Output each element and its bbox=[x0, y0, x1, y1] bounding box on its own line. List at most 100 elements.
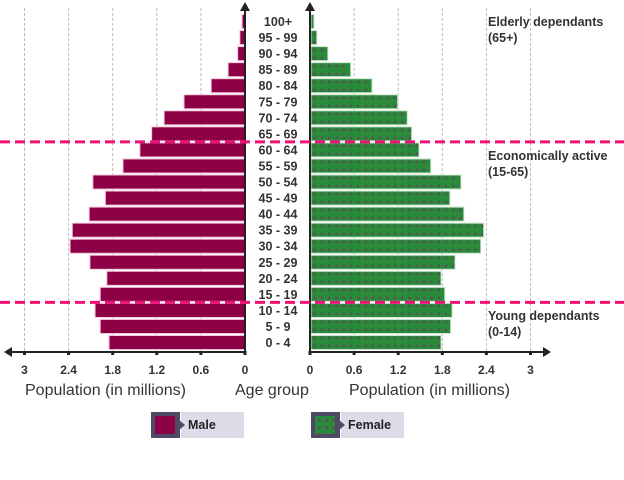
age-group-label: 90 - 94 bbox=[259, 47, 298, 61]
tick-mark-right bbox=[529, 351, 532, 355]
tick-mark-right bbox=[308, 351, 312, 355]
age-group-label: 70 - 74 bbox=[259, 111, 298, 125]
male-bar bbox=[108, 335, 246, 351]
tick-mark-left bbox=[111, 351, 115, 355]
female-bar bbox=[310, 206, 465, 222]
male-bars bbox=[69, 14, 246, 351]
legend-item-female: Female bbox=[311, 412, 404, 438]
right-vertical-axis-arrow bbox=[305, 2, 315, 11]
male-bar bbox=[69, 238, 246, 254]
female-bar bbox=[310, 142, 420, 158]
male-swatch-fill bbox=[155, 416, 175, 434]
tick-mark-left bbox=[67, 351, 71, 355]
legend-pointer-icon bbox=[339, 420, 345, 430]
annotation-text: (0-14) bbox=[488, 325, 521, 339]
female-bar bbox=[310, 14, 315, 30]
male-bar bbox=[71, 222, 246, 238]
male-bar bbox=[89, 254, 246, 270]
age-group-label: 25 - 29 bbox=[259, 256, 298, 270]
legend-label-female: Female bbox=[341, 412, 404, 438]
tick-mark-left bbox=[23, 351, 26, 355]
annotation-text: (15-65) bbox=[488, 165, 528, 179]
legend-pointer-icon bbox=[179, 420, 185, 430]
annotation-text: Economically active bbox=[488, 149, 608, 163]
female-bar bbox=[310, 78, 373, 94]
female-swatch bbox=[311, 412, 345, 438]
male-bar bbox=[106, 270, 246, 286]
age-group-label: 20 - 24 bbox=[259, 272, 298, 286]
female-bar bbox=[310, 158, 432, 174]
x-axis-title-center: Age group bbox=[235, 382, 309, 399]
annotation-text: Elderly dependants bbox=[488, 15, 603, 29]
tick-mark-right bbox=[440, 351, 444, 355]
age-group-label: 55 - 59 bbox=[259, 159, 298, 173]
x-axis-title-left: Population (in millions) bbox=[25, 382, 186, 399]
left-horizontal-axis-arrow bbox=[4, 347, 12, 357]
female-bar bbox=[310, 254, 456, 270]
age-group-label: 65 - 69 bbox=[259, 127, 298, 141]
age-group-label: 10 - 14 bbox=[259, 304, 298, 318]
axis-ticks: 0 0 0.6 0.6 1.2 1.2 1.8 1.8 2.4 2.4 3 3 bbox=[21, 351, 534, 377]
tick-label-right: 1.2 bbox=[390, 363, 407, 377]
male-bar bbox=[227, 62, 246, 78]
legend-label-male: Male bbox=[181, 412, 244, 438]
female-bar bbox=[310, 126, 413, 142]
annotation-text: (65+) bbox=[488, 31, 518, 45]
male-bar bbox=[237, 46, 246, 62]
tick-label-right: 2.4 bbox=[478, 363, 495, 377]
female-swatch-fill bbox=[315, 416, 335, 434]
tick-label-left: 3 bbox=[21, 363, 28, 377]
male-bar bbox=[99, 318, 246, 335]
age-group-labels: 100+ 95 - 99 90 - 94 85 - 89 80 - 84 75 - 79 7… bbox=[259, 15, 298, 350]
female-bar bbox=[310, 190, 451, 206]
age-group-label: 80 - 84 bbox=[259, 79, 298, 93]
female-bar bbox=[310, 302, 453, 318]
male-bar bbox=[104, 190, 246, 206]
population-pyramid-chart: 100+ 95 - 99 90 - 94 85 - 89 80 - 84 75 - 79 7… bbox=[0, 2, 624, 399]
tick-mark-left bbox=[243, 351, 247, 355]
age-group-label: 5 - 9 bbox=[265, 320, 290, 334]
tick-label-left: 2.4 bbox=[60, 363, 77, 377]
male-bar bbox=[94, 302, 246, 318]
male-bar bbox=[183, 94, 246, 110]
age-group-label: 0 - 4 bbox=[265, 336, 290, 350]
female-bar bbox=[310, 46, 329, 62]
right-horizontal-axis-arrow bbox=[543, 347, 551, 357]
age-group-label: 75 - 79 bbox=[259, 95, 298, 109]
male-swatch bbox=[151, 412, 185, 438]
female-bar bbox=[310, 110, 408, 126]
female-bar bbox=[310, 174, 462, 190]
male-bar bbox=[139, 142, 246, 158]
age-group-label: 85 - 89 bbox=[259, 63, 298, 77]
tick-mark-right bbox=[396, 351, 400, 355]
tick-label-right: 0.6 bbox=[346, 363, 363, 377]
x-axis-title-right: Population (in millions) bbox=[349, 382, 510, 399]
age-group-label: 45 - 49 bbox=[259, 192, 298, 206]
male-bar bbox=[151, 126, 246, 142]
female-bar bbox=[310, 286, 446, 302]
annotation-text: Young dependants bbox=[488, 309, 600, 323]
tick-mark-left bbox=[199, 351, 203, 355]
female-bar bbox=[310, 62, 352, 78]
male-bar bbox=[122, 158, 246, 174]
tick-label-left: 0.6 bbox=[193, 363, 210, 377]
age-group-label: 15 - 19 bbox=[259, 288, 298, 302]
age-group-label: 35 - 39 bbox=[259, 224, 298, 238]
tick-label-left: 1.8 bbox=[104, 363, 121, 377]
group-dividers bbox=[0, 140, 624, 304]
male-bar bbox=[92, 174, 246, 190]
axes bbox=[4, 2, 551, 357]
age-group-label: 50 - 54 bbox=[259, 176, 298, 190]
age-group-label: 100+ bbox=[264, 15, 292, 29]
tick-mark-left bbox=[155, 351, 159, 355]
female-bar bbox=[310, 335, 442, 351]
legend-item-male: Male bbox=[151, 412, 244, 438]
tick-label-left: 0 bbox=[242, 363, 249, 377]
age-group-label: 40 - 44 bbox=[259, 208, 298, 222]
female-bars bbox=[310, 14, 485, 351]
male-bar bbox=[99, 286, 246, 302]
tick-label-left: 1.2 bbox=[148, 363, 165, 377]
female-bar bbox=[310, 30, 318, 46]
female-bar bbox=[310, 222, 485, 238]
left-vertical-axis-arrow bbox=[240, 2, 250, 11]
